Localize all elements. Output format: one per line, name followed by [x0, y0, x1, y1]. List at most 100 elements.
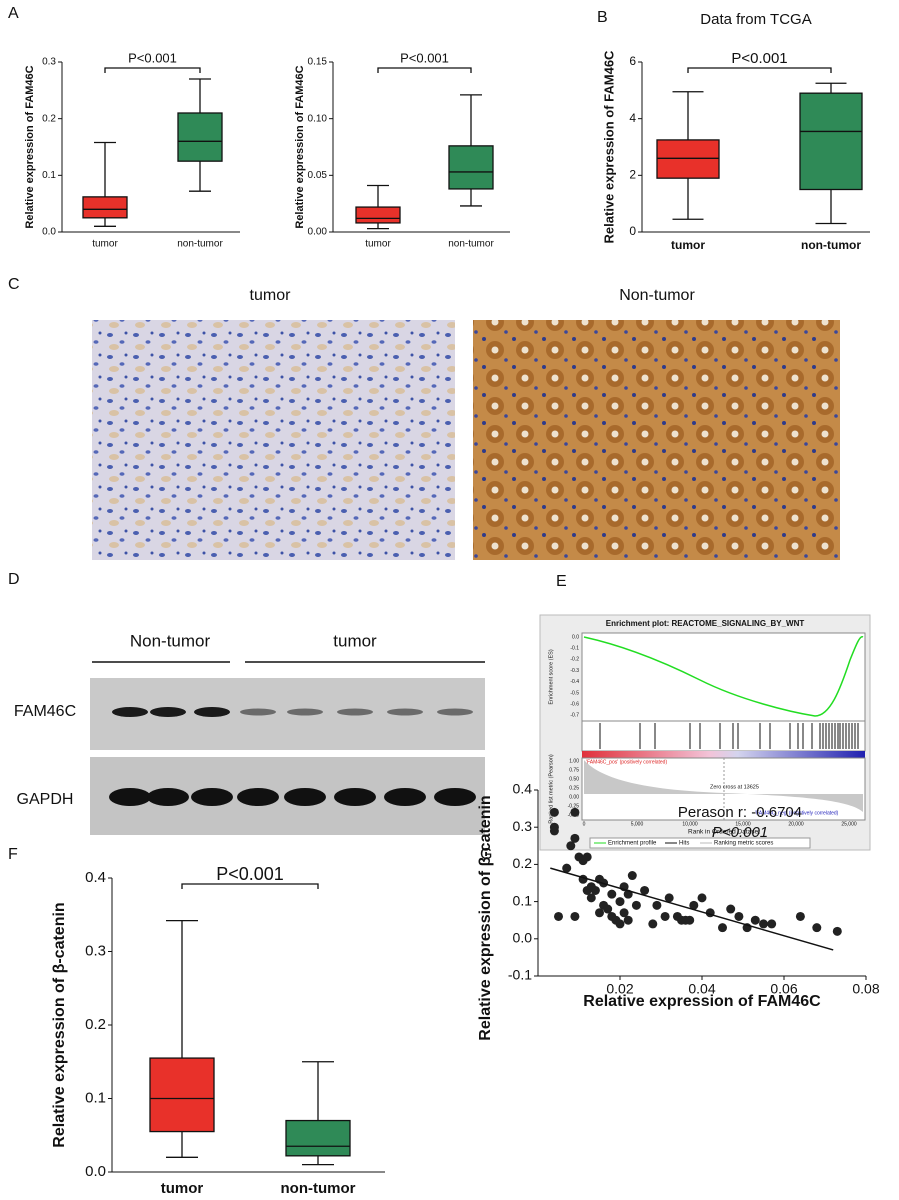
band — [150, 707, 186, 717]
point — [615, 919, 625, 929]
point — [570, 911, 580, 921]
annotation: P<0.001 — [712, 824, 768, 841]
box — [177, 112, 223, 162]
point — [607, 889, 617, 899]
y-tick-label: 0.10 — [308, 113, 328, 124]
y-axis-label: Relative expression of FAM46C — [294, 65, 306, 228]
y-tick-label: 4 — [629, 111, 636, 125]
band — [337, 708, 373, 716]
band — [437, 708, 473, 716]
y-axis-label: Relative expression of FAM46C — [601, 50, 616, 244]
point — [795, 911, 805, 921]
point — [832, 926, 842, 936]
gsea-es-area — [581, 632, 866, 722]
y-tick-label: 0.0 — [42, 227, 56, 238]
panel-label: D — [8, 571, 20, 588]
bracket — [377, 67, 472, 73]
gsea-tick: 0.50 — [569, 776, 579, 782]
p-value: P<0.001 — [128, 50, 177, 65]
y-tick-label: 0.3 — [85, 942, 106, 959]
band — [334, 788, 376, 806]
point — [586, 893, 596, 903]
box — [82, 196, 128, 219]
legend-label: Hits — [679, 841, 689, 847]
x-tick-label: non-tumor — [448, 239, 494, 250]
point — [734, 911, 744, 921]
x-tick-label: non-tumor — [801, 238, 861, 252]
x-tick-label: tumor — [671, 238, 705, 252]
gsea-tick: -0.25 — [568, 803, 580, 809]
y-tick-label: 0.4 — [513, 781, 533, 797]
gsea-tick: -0.2 — [570, 657, 579, 663]
point — [549, 807, 559, 817]
hits — [599, 723, 859, 749]
legend-label: Ranking metric scores — [714, 841, 773, 847]
x-tick-label: tumor — [161, 1180, 204, 1197]
band — [240, 708, 276, 716]
y-tick-label: 0.0 — [85, 1163, 106, 1180]
point — [685, 915, 695, 925]
group-label: tumor — [333, 631, 377, 650]
chart-title: Data from TCGA — [700, 11, 811, 28]
image-title: Non-tumor — [619, 287, 695, 304]
ihc-image — [92, 320, 455, 560]
y-axis-label: Relative expression of β-catenin — [51, 902, 68, 1147]
legend-label: Enrichment profile — [608, 841, 657, 847]
bracket — [104, 67, 201, 73]
box — [355, 206, 401, 224]
y-tick-label: 0.1 — [85, 1089, 106, 1106]
panel-label: E — [556, 573, 567, 590]
gsea-tick: 0.25 — [569, 785, 579, 791]
x-tick-label: 0.04 — [688, 981, 715, 997]
panel-label: G — [480, 846, 492, 863]
rank-bar — [582, 751, 865, 758]
point — [640, 885, 650, 895]
point — [759, 919, 768, 929]
x-tick-label: non-tumor — [177, 239, 223, 250]
point — [664, 893, 674, 903]
y-axis-label: Relative expression of FAM46C — [24, 65, 36, 228]
gsea-ylabel: Enrichment score (ES) — [548, 649, 554, 704]
x-tick-label: tumor — [365, 239, 391, 250]
x-tick-label: non-tumor — [281, 1180, 356, 1197]
row-label: GAPDH — [17, 791, 74, 808]
y-tick-label: 0.15 — [308, 57, 328, 68]
y-tick-label: 0 — [629, 224, 636, 238]
x-tick-label: 0.02 — [606, 981, 633, 997]
point — [623, 915, 633, 925]
y-tick-label: 0.1 — [513, 892, 533, 908]
x-tick-label: 0.08 — [852, 981, 879, 997]
point — [554, 911, 563, 921]
x-axis-label: Relative expression of FAM46C — [583, 993, 821, 1010]
point — [595, 908, 604, 918]
p-value: P<0.001 — [216, 864, 284, 884]
neg-label: 'FAM46C_neg' (negatively correlated) — [755, 810, 839, 816]
p-value: P<0.001 — [400, 50, 449, 65]
point — [750, 915, 760, 925]
gsea-tick: 0.75 — [569, 767, 579, 773]
y-tick-label: 6 — [629, 54, 636, 68]
point — [566, 841, 576, 851]
x-tick-label: 0.06 — [770, 981, 797, 997]
point — [615, 897, 625, 907]
gsea-tick: 0 — [583, 821, 586, 827]
gsea-title: Enrichment plot: REACTOME_SIGNALING_BY_W… — [606, 619, 805, 628]
y-tick-label: 0.2 — [85, 1016, 106, 1033]
gsea-tick: 15,000 — [735, 821, 751, 827]
gsea-tick: -0.3 — [570, 668, 579, 674]
box — [285, 1119, 351, 1157]
point — [603, 904, 613, 914]
y-tick-label: 0.2 — [42, 113, 56, 124]
gsea-tick: 25,000 — [841, 821, 857, 827]
gsea-tick: -0.4 — [570, 679, 579, 685]
bands — [109, 707, 476, 806]
y-tick-label: 0.00 — [308, 227, 328, 238]
gsea-ticks: 0.0 -0.1 -0.2 -0.3 -0.4 -0.5 -0.6 -0.7 1.00 0.75 0… — [568, 634, 857, 827]
point — [590, 885, 600, 895]
band — [287, 708, 323, 716]
y-tick-label: -0.1 — [508, 967, 532, 983]
panel-label: A — [8, 5, 19, 22]
band — [384, 788, 426, 806]
y-tick-label: 0.3 — [513, 818, 533, 834]
